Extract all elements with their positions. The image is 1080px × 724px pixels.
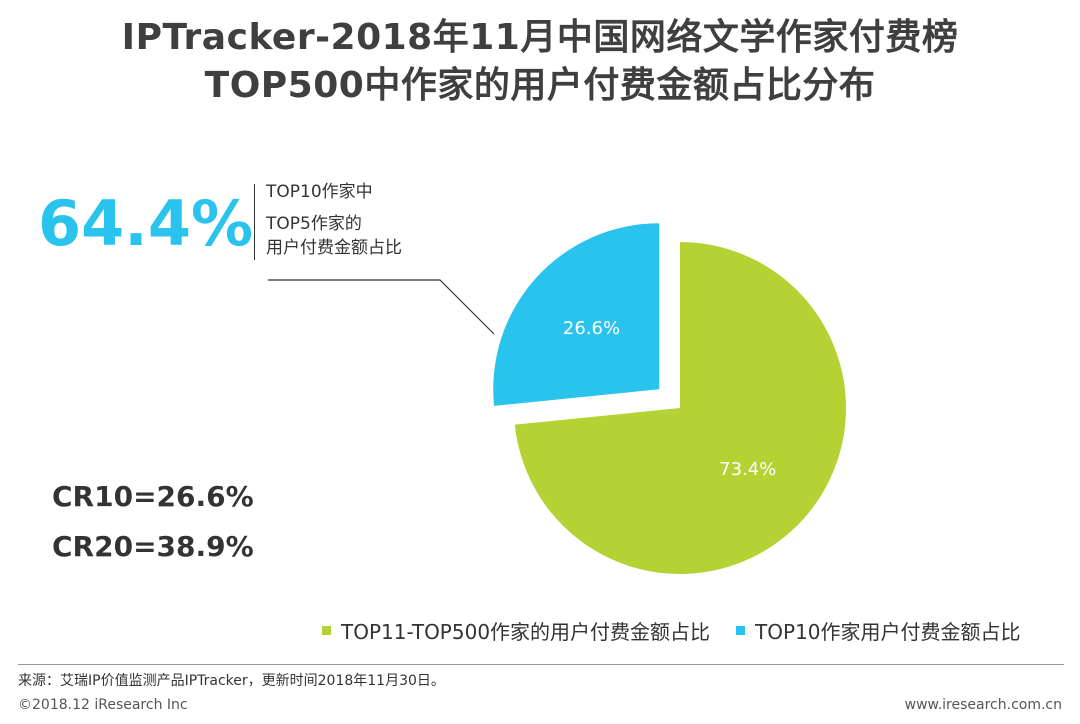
callout-leader-line <box>268 279 495 335</box>
copyright: ©2018.12 iResearch Inc <box>18 697 188 713</box>
chart-title: IPTracker-2018年11月中国网络文学作家付费榜 TOP500中作家的… <box>0 14 1080 110</box>
pie-slice-label-0: 26.6% <box>563 318 620 339</box>
callout-line1: TOP10作家中 <box>266 182 373 202</box>
legend-item-top10: TOP10作家用户付费金额占比 <box>736 616 1021 645</box>
website-link: www.iresearch.com.cn <box>904 697 1062 713</box>
source-note: 来源：艾瑞IP价值监测产品IPTracker，更新时间2018年11月30日。 <box>18 673 445 689</box>
callout-line2: TOP5作家的 <box>266 214 362 234</box>
cr20-label: CR20=38.9% <box>52 530 254 563</box>
chart-title-line2: TOP500中作家的用户付费金额占比分布 <box>204 65 876 106</box>
legend-label-top11-500: TOP11-TOP500作家的用户付费金额占比 <box>341 620 711 644</box>
chart-title-line1: IPTracker-2018年11月中国网络文学作家付费榜 <box>121 17 959 58</box>
pie-slice-1 <box>514 242 846 574</box>
footer-divider <box>18 664 1064 665</box>
callout-divider <box>254 184 255 260</box>
cr10-label: CR10=26.6% <box>52 480 254 513</box>
legend-item-top11-500: TOP11-TOP500作家的用户付费金额占比 <box>322 616 710 645</box>
callout-line3: 用户付费金额占比 <box>266 238 402 258</box>
legend-swatch-blue <box>736 626 746 635</box>
callout-value: 64.4% <box>38 187 254 260</box>
legend-swatch-green <box>322 626 331 635</box>
chart-legend: TOP11-TOP500作家的用户付费金额占比 TOP10作家用户付费金额占比 <box>322 616 1047 645</box>
pie-slice-label-1: 73.4% <box>719 459 776 480</box>
pie-slice-0 <box>493 223 660 406</box>
legend-label-top10: TOP10作家用户付费金额占比 <box>755 620 1021 644</box>
